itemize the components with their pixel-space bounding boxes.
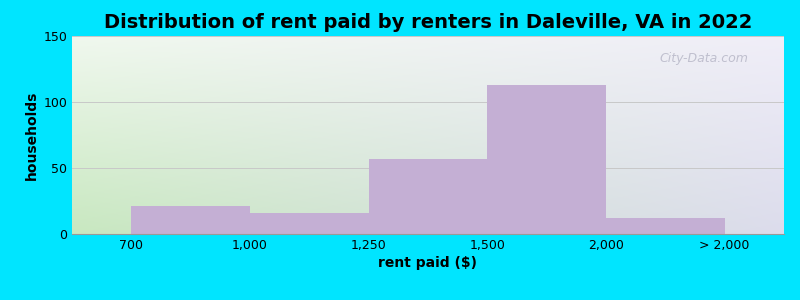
Bar xyxy=(606,218,725,234)
Bar xyxy=(369,159,487,234)
Title: Distribution of rent paid by renters in Daleville, VA in 2022: Distribution of rent paid by renters in … xyxy=(104,13,752,32)
X-axis label: rent paid ($): rent paid ($) xyxy=(378,256,478,270)
Bar xyxy=(487,85,606,234)
Y-axis label: households: households xyxy=(25,90,39,180)
Text: City-Data.com: City-Data.com xyxy=(659,52,749,65)
Bar xyxy=(131,206,250,234)
Bar xyxy=(250,213,369,234)
